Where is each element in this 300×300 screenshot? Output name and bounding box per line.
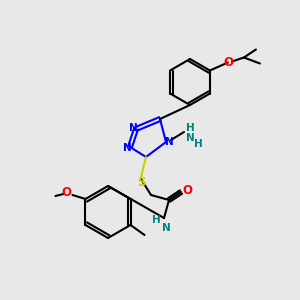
Text: O: O [61,185,71,199]
Text: N: N [162,223,170,233]
Text: S: S [137,176,145,188]
Text: N: N [165,137,173,147]
Text: N: N [129,123,137,133]
Text: O: O [223,56,233,69]
Text: H: H [194,139,202,149]
Text: N: N [186,133,194,143]
Text: O: O [182,184,192,196]
Text: N: N [123,143,131,153]
Text: H: H [186,123,194,133]
Text: H: H [152,215,160,225]
